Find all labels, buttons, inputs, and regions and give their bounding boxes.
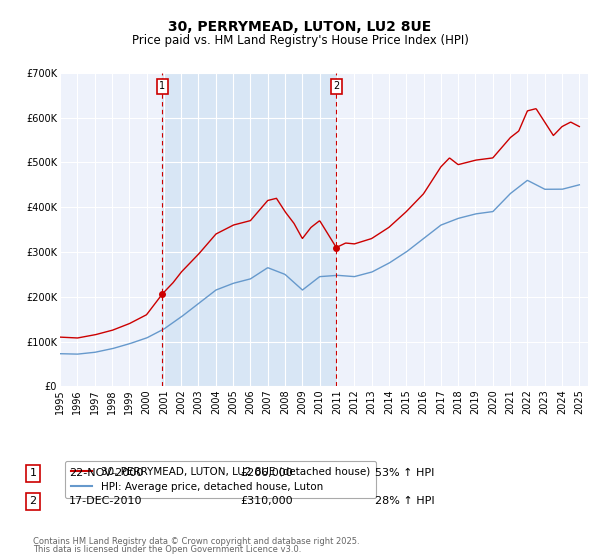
Text: 1: 1 xyxy=(159,81,165,91)
Text: 22-NOV-2000: 22-NOV-2000 xyxy=(69,468,143,478)
Bar xyxy=(162,73,336,386)
Legend: 30, PERRYMEAD, LUTON, LU2 8UE (detached house), HPI: Average price, detached hou: 30, PERRYMEAD, LUTON, LU2 8UE (detached … xyxy=(65,461,376,498)
Text: Price paid vs. HM Land Registry's House Price Index (HPI): Price paid vs. HM Land Registry's House … xyxy=(131,34,469,46)
Text: 53% ↑ HPI: 53% ↑ HPI xyxy=(375,468,434,478)
Text: 30, PERRYMEAD, LUTON, LU2 8UE: 30, PERRYMEAD, LUTON, LU2 8UE xyxy=(169,20,431,34)
Text: 17-DEC-2010: 17-DEC-2010 xyxy=(69,496,143,506)
Text: 1: 1 xyxy=(29,468,37,478)
Text: 2: 2 xyxy=(333,81,340,91)
Text: Contains HM Land Registry data © Crown copyright and database right 2025.: Contains HM Land Registry data © Crown c… xyxy=(33,537,359,546)
Text: This data is licensed under the Open Government Licence v3.0.: This data is licensed under the Open Gov… xyxy=(33,545,301,554)
Text: 2: 2 xyxy=(29,496,37,506)
Text: £206,000: £206,000 xyxy=(240,468,293,478)
Text: £310,000: £310,000 xyxy=(240,496,293,506)
Text: 28% ↑ HPI: 28% ↑ HPI xyxy=(375,496,434,506)
